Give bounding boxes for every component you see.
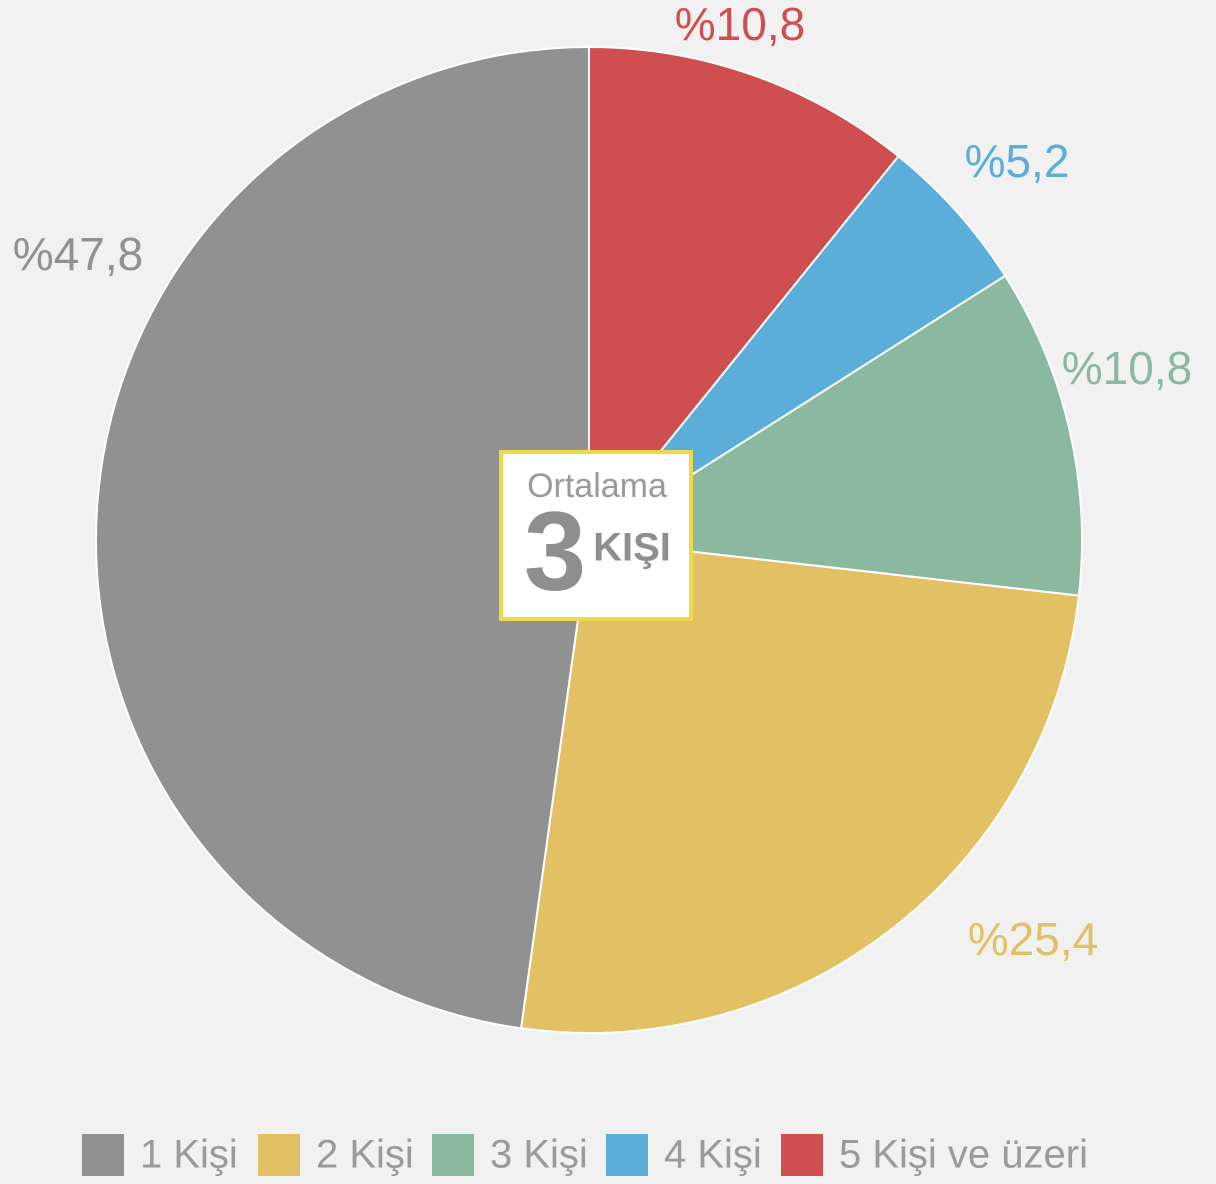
pie (95, 45, 1083, 1034)
data-label: %5,2 (965, 135, 1070, 187)
slice (586, 274, 1083, 597)
data-label: %10,8 (1062, 342, 1192, 394)
slice (588, 45, 900, 543)
slice (519, 538, 1080, 1034)
legend-swatch (606, 1134, 648, 1176)
slice (588, 154, 1007, 541)
data-label: %25,4 (968, 913, 1098, 965)
annotation: KIŞI (593, 526, 671, 570)
legend-label: 4 Kişi (664, 1133, 762, 1177)
legend-label: 1 Kişi (140, 1133, 238, 1177)
legend-label: 5 Kişi ve üzeri (839, 1133, 1088, 1177)
legend-swatch (258, 1134, 300, 1176)
legend-swatch (432, 1134, 474, 1176)
legend-label: 3 Kişi (490, 1133, 588, 1177)
data-label: %47,8 (13, 228, 143, 280)
legend-swatch (781, 1134, 823, 1176)
data-label: %10,8 (675, 0, 805, 50)
annotation: 3 (524, 489, 586, 614)
legend-label: 2 Kişi (316, 1133, 414, 1177)
center-box (499, 450, 693, 621)
legend-swatch (82, 1134, 124, 1176)
annotation: Ortalama (527, 467, 667, 505)
slice (95, 45, 590, 1030)
